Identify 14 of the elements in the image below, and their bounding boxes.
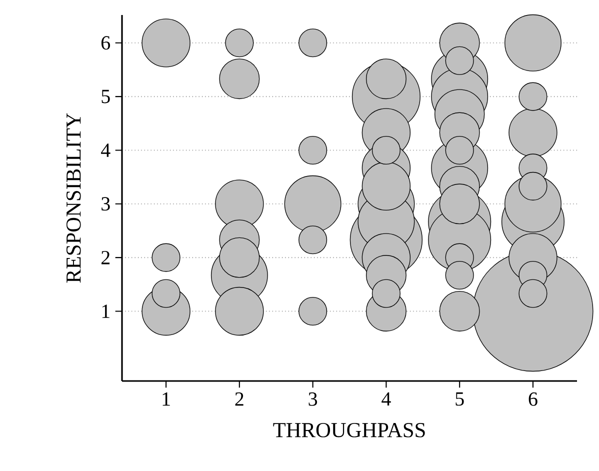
y-tick-label: 3 bbox=[102, 197, 110, 211]
x-tick-label: 5 bbox=[456, 392, 464, 406]
x-tick-label: 1 bbox=[162, 392, 170, 406]
x-tick-label: 2 bbox=[235, 392, 244, 406]
x-tick-label: 4 bbox=[382, 392, 391, 406]
x-tick-label: 3 bbox=[308, 392, 318, 406]
y-tick-label: 6 bbox=[101, 36, 110, 50]
y-tick-label: 1 bbox=[102, 304, 110, 318]
y-tick-label: 5 bbox=[102, 90, 110, 104]
y-tick-label: 4 bbox=[101, 144, 110, 157]
y-axis-title: RESPONSIBILITY bbox=[66, 113, 81, 283]
x-tick-label: 6 bbox=[528, 392, 538, 406]
y-tick-label: 2 bbox=[102, 250, 110, 264]
x-axis-title: THROUGHPASS bbox=[273, 422, 425, 438]
